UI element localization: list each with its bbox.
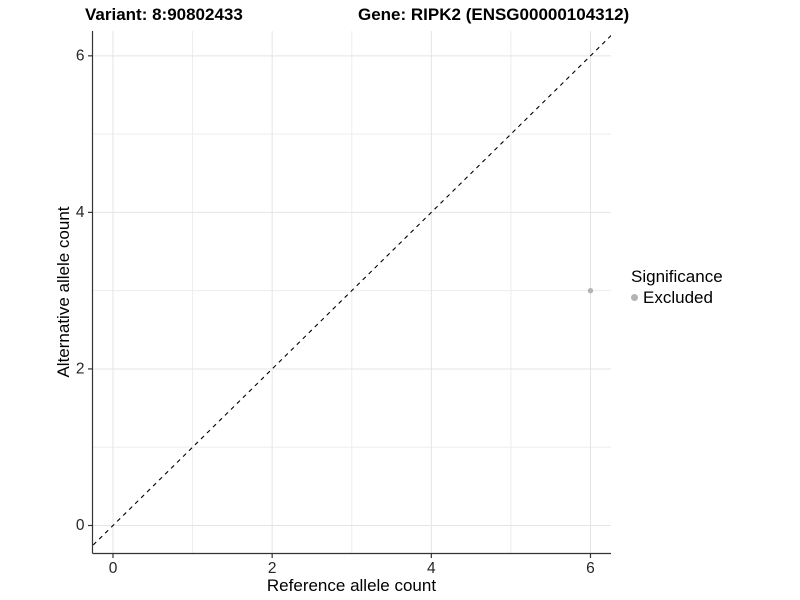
legend-circle-marker-icon bbox=[631, 294, 638, 301]
x-tick-label: 4 bbox=[427, 560, 436, 577]
x-tick-label: 6 bbox=[586, 560, 595, 577]
x-tick-label: 0 bbox=[109, 560, 118, 577]
x-tick-label: 2 bbox=[268, 560, 277, 577]
gene-title: Gene: RIPK2 (ENSG00000104312) bbox=[358, 5, 630, 24]
legend: Significance Excluded bbox=[631, 266, 723, 308]
identity-dashed-line bbox=[92, 34, 611, 547]
y-axis-title: Alternative allele count bbox=[54, 206, 73, 378]
y-tick-label: 0 bbox=[76, 517, 85, 534]
legend-item-label: Excluded bbox=[643, 288, 713, 307]
y-tick-label: 2 bbox=[76, 360, 85, 377]
legend-item-excluded: Excluded bbox=[631, 287, 723, 308]
y-tick-label: 6 bbox=[76, 47, 85, 64]
x-axis-title: Reference allele count bbox=[266, 576, 437, 595]
variant-title: Variant: 8:90802433 bbox=[85, 5, 243, 24]
y-tick-label: 4 bbox=[76, 204, 85, 221]
data-point bbox=[587, 287, 594, 294]
legend-title: Significance bbox=[631, 267, 723, 286]
